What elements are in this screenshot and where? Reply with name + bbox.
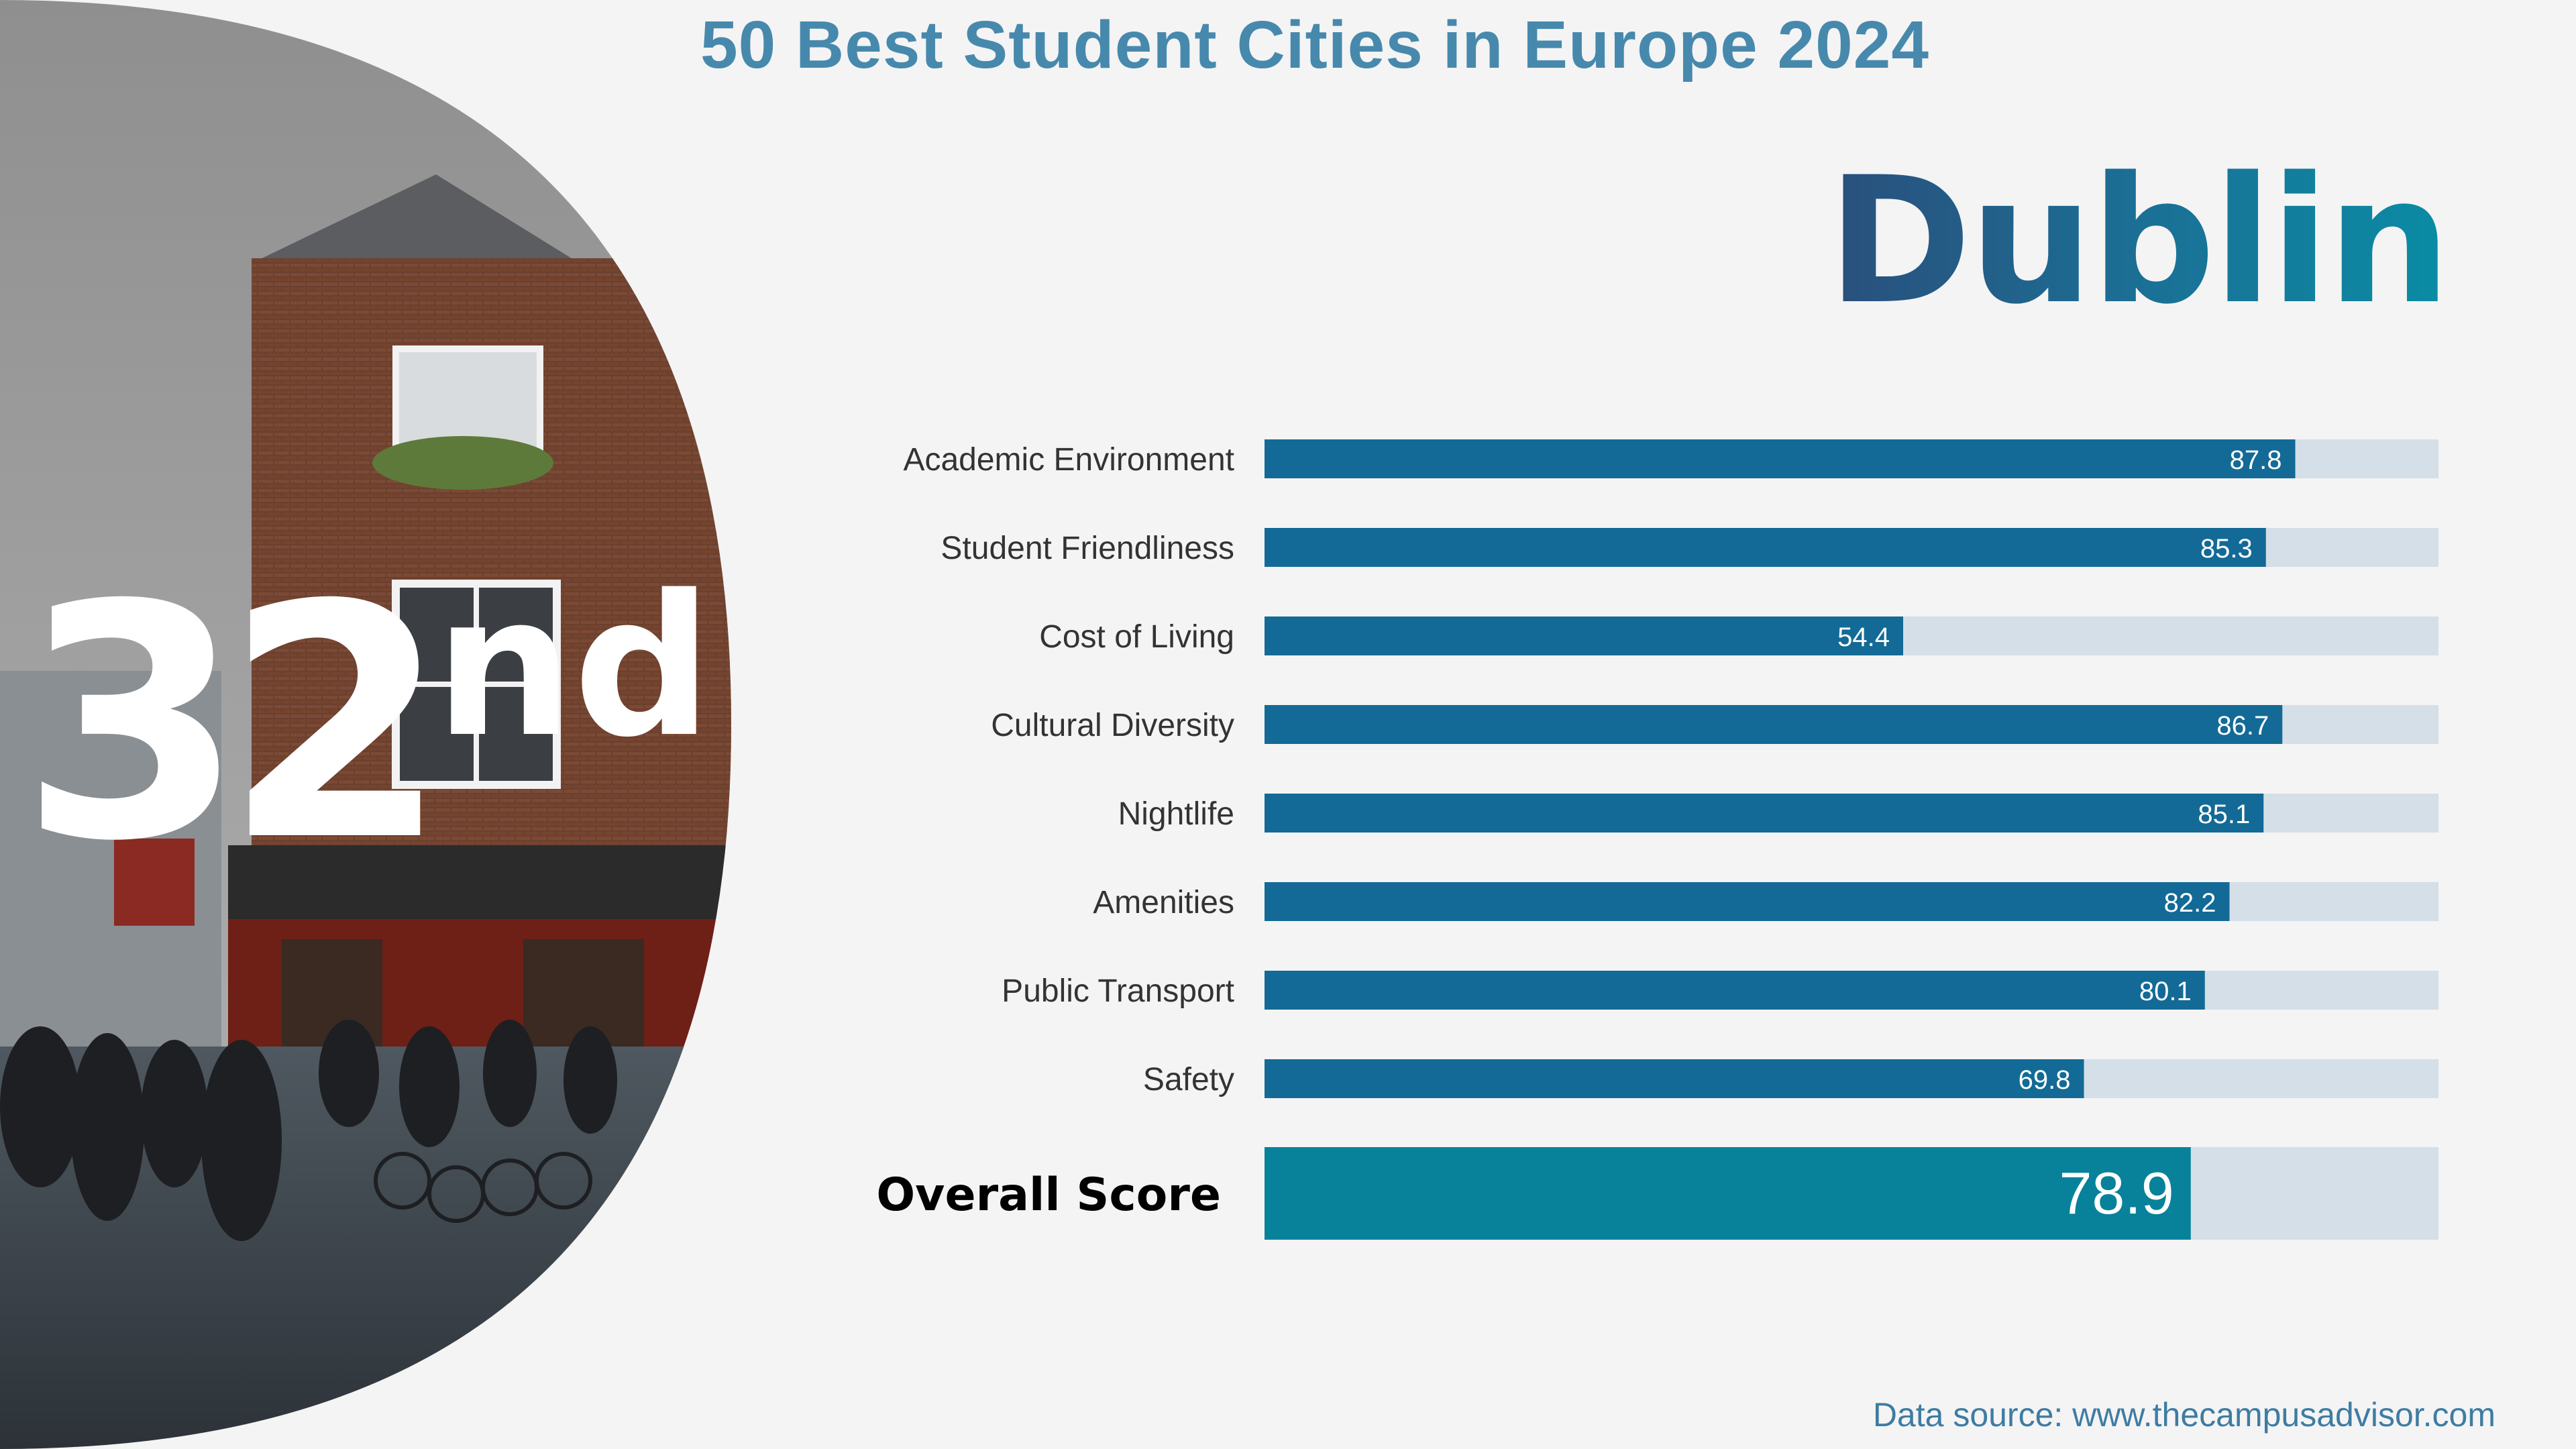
category-label: Public Transport	[1002, 973, 1234, 1009]
bar	[1265, 1059, 2084, 1098]
value-label: 87.8	[2230, 445, 2282, 475]
value-label: 82.2	[2164, 888, 2216, 918]
bar-track	[1265, 705, 2438, 744]
bar-track	[1265, 882, 2438, 921]
bar-track	[1265, 528, 2438, 567]
rank-number: 32	[20, 537, 448, 912]
value-label: 80.1	[2139, 977, 2192, 1006]
bar	[1265, 971, 2205, 1010]
bar	[1265, 705, 2283, 744]
category-label: Nightlife	[1118, 796, 1234, 832]
overall-label: Overall Score	[876, 1169, 1221, 1222]
category-label: Cost of Living	[1039, 619, 1234, 655]
bar-track	[1265, 616, 2438, 655]
value-label: 85.1	[2198, 800, 2250, 829]
category-label: Amenities	[1093, 885, 1234, 920]
value-label: 54.4	[1837, 623, 1890, 652]
value-label: 85.3	[2200, 534, 2253, 564]
bar	[1265, 439, 2296, 478]
bar-track	[1265, 1059, 2438, 1098]
rank-suffix: nd	[434, 554, 713, 780]
rank-badge: 32nd	[20, 564, 712, 885]
overall-bar	[1265, 1147, 2191, 1240]
value-label: 86.7	[2216, 711, 2269, 741]
city-name: Dublin	[1827, 140, 2451, 343]
category-label: Student Friendliness	[941, 531, 1234, 566]
category-label: Safety	[1143, 1062, 1234, 1097]
bar-track	[1265, 971, 2438, 1010]
bar-track	[1265, 794, 2438, 833]
data-source-note: Data source: www.thecampusadvisor.com	[1872, 1396, 2496, 1434]
city-photo	[0, 0, 731, 1449]
overall-value: 78.9	[2059, 1160, 2174, 1226]
bar	[1265, 882, 2230, 921]
value-label: 69.8	[2019, 1065, 2071, 1095]
overall-track	[1265, 1147, 2438, 1240]
chart-title: 50 Best Student Cities in Europe 2024	[700, 7, 1929, 83]
bar	[1265, 528, 2266, 567]
bar-track	[1265, 439, 2438, 478]
bar	[1265, 794, 2264, 833]
bar	[1265, 616, 1903, 655]
category-label: Academic Environment	[903, 442, 1234, 478]
category-label: Cultural Diversity	[991, 708, 1234, 743]
